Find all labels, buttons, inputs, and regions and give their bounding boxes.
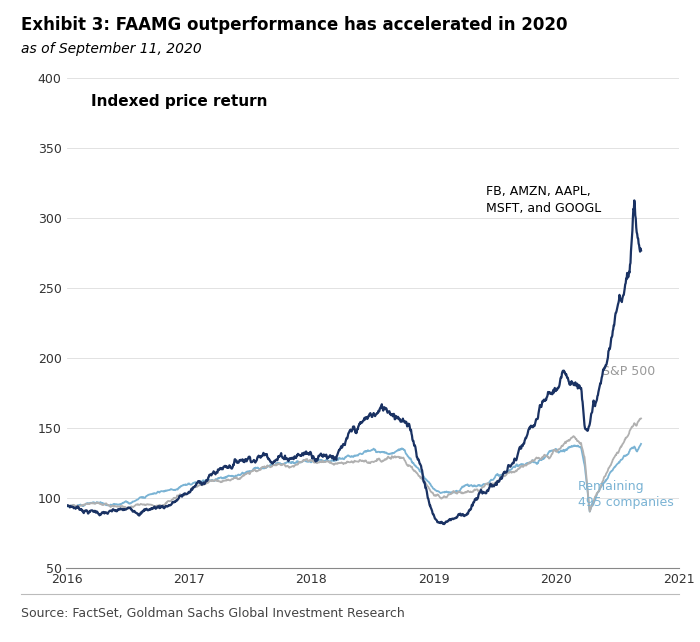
Text: Source: FactSet, Goldman Sachs Global Investment Research: Source: FactSet, Goldman Sachs Global In… [21,607,405,620]
Text: Remaining
495 companies: Remaining 495 companies [578,480,673,509]
Text: Indexed price return: Indexed price return [91,94,267,109]
Text: S&P 500: S&P 500 [603,365,656,378]
Text: as of September 11, 2020: as of September 11, 2020 [21,42,202,56]
Text: FB, AMZN, AAPL,
MSFT, and GOOGL: FB, AMZN, AAPL, MSFT, and GOOGL [486,185,601,215]
Text: Exhibit 3: FAAMG outperformance has accelerated in 2020: Exhibit 3: FAAMG outperformance has acce… [21,16,568,34]
